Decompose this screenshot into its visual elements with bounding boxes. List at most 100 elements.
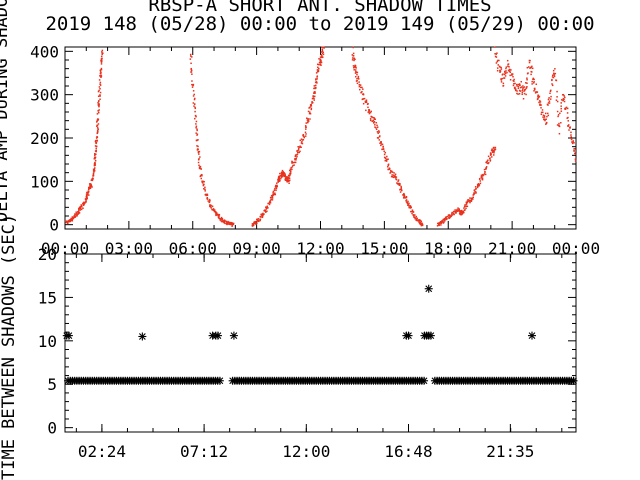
- data-point: [309, 112, 312, 115]
- data-point: [74, 215, 77, 218]
- data-point: [251, 223, 254, 225]
- data-point: [367, 106, 369, 109]
- data-point: [492, 147, 495, 149]
- data-point: [573, 148, 575, 150]
- data-point: [294, 154, 297, 156]
- data-point: [320, 56, 323, 58]
- data-point: [275, 189, 277, 192]
- data-point: [289, 172, 292, 175]
- data-point: [311, 102, 313, 104]
- data-point: [206, 196, 209, 199]
- data-point-asterisk: [213, 331, 222, 340]
- data-point: [259, 218, 261, 221]
- data-point: [381, 143, 384, 146]
- data-point: [94, 167, 96, 169]
- bottom-y-tick-label: 0: [47, 419, 57, 438]
- data-point: [384, 157, 387, 159]
- data-point: [378, 136, 381, 138]
- data-point: [365, 101, 368, 104]
- data-point: [369, 111, 372, 114]
- data-point: [439, 220, 442, 223]
- data-point: [195, 126, 197, 129]
- data-point: [441, 221, 443, 224]
- data-point: [522, 97, 525, 100]
- data-point: [461, 212, 464, 215]
- data-point: [255, 223, 257, 226]
- data-point: [321, 46, 323, 49]
- data-point: [526, 72, 529, 75]
- data-point: [86, 195, 88, 197]
- data-point: [566, 117, 568, 119]
- data-point: [205, 194, 207, 197]
- data-point: [231, 223, 233, 226]
- data-point: [405, 196, 408, 199]
- data-point: [353, 65, 356, 68]
- data-point: [94, 153, 96, 156]
- data-point: [204, 193, 207, 196]
- data-point: [295, 159, 297, 161]
- data-point: [71, 218, 74, 220]
- data-point: [75, 215, 78, 217]
- data-point: [294, 155, 297, 158]
- data-point: [272, 192, 274, 194]
- data-point: [562, 97, 565, 100]
- data-point: [224, 220, 227, 222]
- data-point: [473, 192, 475, 194]
- data-point: [420, 223, 422, 226]
- data-point: [72, 217, 75, 220]
- data-point: [469, 197, 471, 199]
- data-point: [415, 219, 417, 221]
- data-point: [465, 201, 468, 204]
- data-point: [100, 61, 103, 63]
- data-point: [484, 173, 487, 176]
- data-point: [313, 92, 315, 94]
- data-point: [196, 128, 198, 130]
- data-point: [269, 196, 272, 199]
- data-point: [256, 218, 258, 221]
- data-point: [380, 143, 383, 145]
- data-point: [543, 115, 546, 117]
- top-x-tick-label: 00:00: [41, 239, 89, 258]
- data-point: [288, 177, 291, 180]
- data-point: [299, 145, 301, 147]
- data-point: [298, 151, 301, 154]
- data-point: [264, 210, 267, 212]
- data-point: [514, 88, 517, 90]
- data-point: [551, 76, 554, 78]
- data-point: [318, 67, 320, 70]
- data-point: [470, 200, 473, 202]
- data-point: [529, 59, 531, 62]
- data-point: [505, 70, 507, 72]
- data-point: [375, 126, 377, 129]
- data-point: [100, 63, 103, 65]
- data-point: [491, 151, 494, 154]
- data-point: [274, 192, 276, 194]
- data-point: [489, 159, 492, 161]
- data-point: [522, 88, 524, 90]
- data-point: [307, 121, 309, 123]
- data-point: [513, 78, 515, 81]
- data-point: [539, 103, 541, 105]
- data-point: [402, 197, 405, 199]
- data-point: [482, 175, 484, 177]
- data-point: [534, 92, 537, 94]
- data-point: [100, 58, 103, 61]
- data-point: [385, 158, 388, 161]
- data-point: [494, 55, 497, 58]
- data-point: [391, 171, 394, 173]
- data-point: [499, 71, 501, 73]
- data-point: [307, 119, 309, 121]
- data-point: [190, 55, 192, 57]
- data-point: [71, 216, 74, 219]
- data-point: [96, 136, 99, 138]
- data-point: [409, 205, 412, 207]
- data-point: [271, 196, 273, 199]
- data-point: [548, 97, 550, 99]
- data-point: [87, 188, 90, 191]
- data-point: [571, 141, 573, 143]
- data-point: [266, 207, 268, 209]
- data-point: [531, 83, 533, 85]
- data-point: [277, 180, 279, 182]
- data-point: [368, 109, 370, 111]
- data-point: [478, 185, 480, 187]
